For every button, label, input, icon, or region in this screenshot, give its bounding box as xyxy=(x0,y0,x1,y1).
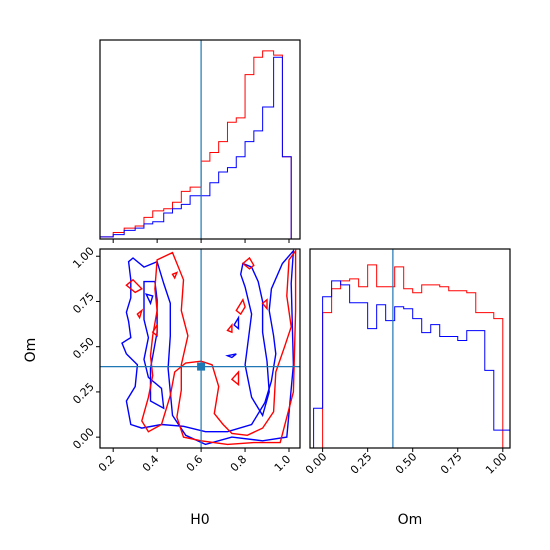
contour-ytick-label-3: 0.75 xyxy=(70,290,97,317)
red-contour-1 xyxy=(125,278,143,294)
x-axis-label-h0: H0 xyxy=(190,512,209,528)
om-histogram-panel: 0.00 0.25 0.50 0.75 1.00 Om xyxy=(303,248,511,528)
contour-frame xyxy=(99,248,301,449)
contour-xtick-label-2: 0.6 xyxy=(184,453,206,475)
contour-xtick-label-4: 1.0 xyxy=(272,453,294,475)
red-contour-9 xyxy=(136,308,144,320)
h0-hist-series-blue xyxy=(100,56,300,239)
blue-contour-3 xyxy=(233,315,240,331)
red-contour-5 xyxy=(230,370,240,387)
om-xtick-label-3: 0.75 xyxy=(438,450,465,477)
blue-contour-0 xyxy=(121,249,295,446)
h0-histogram-panel xyxy=(99,39,301,243)
om-hist-series-blue xyxy=(313,280,510,448)
om-xtick-label-2: 0.50 xyxy=(393,450,420,477)
red-contour-0 xyxy=(141,249,297,446)
h0-hist-series-red xyxy=(100,50,300,239)
om-hist-series-red xyxy=(322,264,504,448)
h0-histogram-area xyxy=(100,40,300,239)
contour-ytick-label-0: 0.00 xyxy=(70,425,97,452)
red-contour-4 xyxy=(226,323,233,334)
contour-xtick-label-3: 0.8 xyxy=(228,453,250,475)
red-contour-3 xyxy=(235,298,246,316)
h0-om-contour-panel: 0.2 0.4 0.6 0.8 1.0 0.00 0.25 0.50 0.75 1.00 H0 Om xyxy=(23,245,301,528)
om-histogram-area xyxy=(313,249,510,448)
om-xtick-label-1: 0.25 xyxy=(348,450,375,477)
om-histogram-frame xyxy=(309,248,511,449)
blue-contour-5 xyxy=(144,293,154,306)
contour-ytick-label-2: 0.50 xyxy=(70,335,97,362)
blue-contour-4 xyxy=(225,353,237,359)
x-axis-label-om: Om xyxy=(398,512,423,528)
red-contour-7 xyxy=(151,322,158,338)
om-xtick-label-4: 1.00 xyxy=(483,450,510,477)
red-contour-8 xyxy=(171,271,179,280)
y-axis-label-om: Om xyxy=(23,338,39,363)
contour-ytick-label-1: 0.25 xyxy=(70,380,97,407)
contour-ytick-label-4: 1.00 xyxy=(70,245,97,272)
truth-marker xyxy=(197,362,206,371)
blue-contour-1 xyxy=(143,280,165,410)
h0-histogram-frame xyxy=(99,39,301,240)
contour-xtick-label-1: 0.4 xyxy=(140,453,162,475)
contour-area xyxy=(100,249,300,448)
blue-contour-2 xyxy=(239,262,270,418)
red-contour-6 xyxy=(261,298,268,311)
contour-xtick-label-0: 0.2 xyxy=(96,453,118,475)
om-xtick-label-0: 0.00 xyxy=(303,450,330,477)
red-contour-2 xyxy=(241,256,255,270)
